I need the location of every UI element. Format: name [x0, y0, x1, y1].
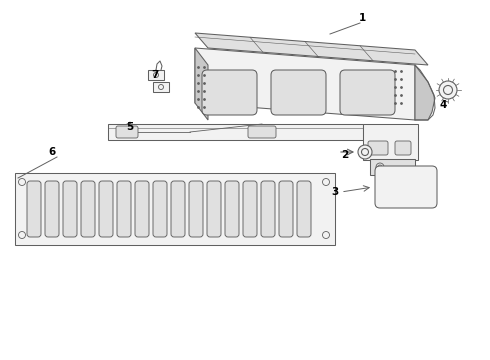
FancyBboxPatch shape — [340, 70, 395, 115]
FancyBboxPatch shape — [225, 181, 239, 237]
FancyBboxPatch shape — [135, 181, 149, 237]
Bar — [108, 124, 363, 140]
FancyBboxPatch shape — [153, 181, 167, 237]
FancyBboxPatch shape — [99, 181, 113, 237]
FancyBboxPatch shape — [63, 181, 77, 237]
Bar — [363, 124, 418, 160]
FancyBboxPatch shape — [27, 181, 41, 237]
Bar — [148, 70, 164, 80]
Text: 3: 3 — [331, 187, 339, 197]
Polygon shape — [415, 65, 435, 120]
Text: 2: 2 — [342, 150, 348, 160]
FancyBboxPatch shape — [117, 181, 131, 237]
FancyBboxPatch shape — [207, 181, 221, 237]
FancyBboxPatch shape — [243, 181, 257, 237]
FancyBboxPatch shape — [375, 166, 437, 208]
FancyBboxPatch shape — [202, 70, 257, 115]
Circle shape — [358, 145, 372, 159]
FancyBboxPatch shape — [45, 181, 59, 237]
FancyBboxPatch shape — [81, 181, 95, 237]
Text: 6: 6 — [49, 147, 56, 157]
FancyBboxPatch shape — [368, 141, 388, 155]
Text: 7: 7 — [151, 70, 159, 80]
Text: 5: 5 — [126, 122, 134, 132]
FancyBboxPatch shape — [271, 70, 326, 115]
Polygon shape — [195, 48, 208, 120]
FancyBboxPatch shape — [189, 181, 203, 237]
FancyBboxPatch shape — [279, 181, 293, 237]
Text: 4: 4 — [440, 100, 447, 110]
FancyBboxPatch shape — [171, 181, 185, 237]
Text: 1: 1 — [358, 13, 366, 23]
Bar — [370, 159, 415, 175]
FancyBboxPatch shape — [297, 181, 311, 237]
FancyBboxPatch shape — [395, 141, 411, 155]
FancyBboxPatch shape — [248, 126, 276, 138]
FancyBboxPatch shape — [116, 126, 138, 138]
Bar — [15, 173, 335, 245]
Bar — [153, 82, 169, 92]
FancyBboxPatch shape — [261, 181, 275, 237]
Circle shape — [439, 81, 457, 99]
Polygon shape — [195, 33, 428, 65]
Polygon shape — [195, 48, 415, 120]
